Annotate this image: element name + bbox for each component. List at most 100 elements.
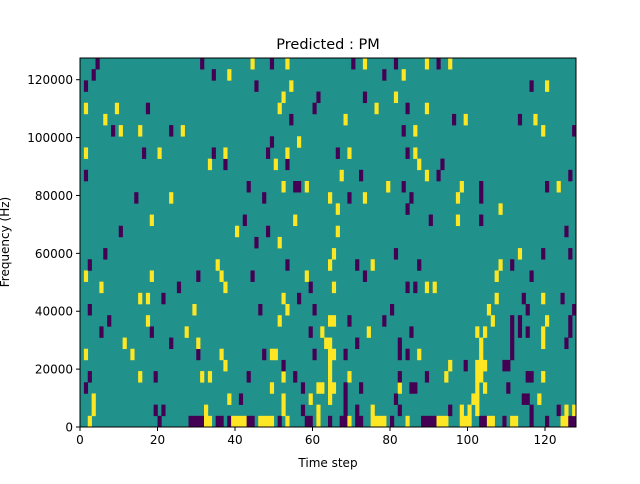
heatmap-cell: [362, 270, 368, 282]
heatmap-cell: [250, 270, 255, 282]
heatmap-cell: [153, 371, 158, 383]
heatmap-cell: [510, 326, 515, 338]
heatmap-cell: [331, 248, 337, 260]
heatmap-cell: [262, 348, 267, 361]
heatmap-cell: [169, 125, 174, 137]
heatmap-cell: [475, 359, 488, 372]
x-tick-label: 80: [382, 433, 397, 447]
heatmap-cell: [149, 214, 154, 227]
heatmap-cell: [343, 393, 348, 405]
heatmap-cell: [200, 58, 205, 70]
heatmap-cell: [564, 337, 569, 350]
heatmap-cell: [83, 348, 89, 361]
heatmap-cell: [393, 248, 399, 260]
heatmap-cell: [142, 147, 147, 159]
heatmap-cell: [455, 214, 461, 227]
heatmap-cell: [122, 337, 127, 350]
heatmap-cell: [386, 181, 391, 193]
heatmap-cell: [529, 80, 534, 92]
heatmap-cell: [440, 158, 445, 171]
heatmap-cell: [304, 181, 309, 193]
heatmap-cell: [382, 315, 387, 327]
heatmap-cell: [560, 415, 569, 428]
heatmap-cell: [459, 181, 464, 193]
heatmap-cell: [184, 326, 189, 338]
heatmap-cell: [277, 102, 282, 115]
heatmap-cell: [490, 315, 495, 327]
heatmap-cell: [285, 58, 290, 70]
heatmap-cell: [246, 181, 251, 193]
heatmap-cell: [200, 371, 205, 383]
heatmap-cell: [316, 382, 325, 394]
heatmap-cell: [448, 58, 453, 70]
heatmap-cell: [436, 58, 441, 70]
heatmap-cell: [262, 192, 267, 204]
heatmap-cell: [424, 58, 430, 70]
heatmap-cell: [560, 292, 565, 305]
heatmap-cell: [180, 125, 185, 137]
heatmap-cell: [355, 259, 360, 271]
heatmap-cell: [359, 169, 364, 182]
heatmap-cell: [355, 415, 364, 428]
x-tick-label: 40: [227, 433, 242, 447]
heatmap-cell: [331, 382, 337, 394]
y-tick-label: 120000: [27, 73, 73, 87]
heatmap-cell: [405, 348, 410, 361]
heatmap-cell: [572, 304, 577, 316]
heatmap-cell: [537, 393, 542, 405]
heatmap-cell: [211, 69, 216, 81]
heatmap-cell: [370, 259, 375, 271]
heatmap-cell: [331, 281, 337, 294]
heatmap-cell: [196, 270, 201, 282]
heatmap-cell: [362, 192, 368, 204]
heatmap-cell: [304, 415, 313, 428]
heatmap-cell: [355, 337, 360, 350]
heatmap-cell: [452, 113, 457, 126]
heatmap-cell: [269, 348, 278, 361]
heatmap-cell: [277, 236, 282, 249]
heatmap-cell: [107, 315, 112, 327]
y-tick-label: 80000: [35, 189, 73, 203]
heatmap-cell: [134, 192, 139, 204]
heatmap-cell: [83, 102, 89, 115]
heatmap-cell: [130, 348, 135, 361]
heatmap-cell: [161, 292, 166, 305]
heatmap-cell: [463, 359, 468, 372]
heatmap-cell: [87, 371, 92, 383]
heatmap-cell: [428, 214, 433, 227]
heatmap-cell: [564, 404, 569, 417]
heatmap-cell: [362, 91, 368, 104]
y-axis-label: Frequency (Hz): [0, 197, 12, 288]
y-tick-label: 60000: [35, 247, 73, 261]
heatmap-cell: [521, 292, 526, 305]
heatmap-cell: [533, 113, 538, 126]
heatmap-cell: [521, 393, 530, 405]
heatmap-cell: [335, 225, 340, 238]
heatmap-cell: [475, 404, 480, 417]
heatmap-cell: [300, 404, 306, 417]
heatmap-cell: [293, 371, 298, 383]
heatmap-cell: [196, 348, 201, 361]
heatmap-cell: [316, 415, 321, 428]
heatmap-cell: [355, 404, 360, 417]
heatmap-cell: [556, 404, 561, 417]
x-axis-label: Time step: [297, 456, 357, 470]
heatmap-cell: [312, 102, 317, 115]
heatmap-cell: [153, 404, 158, 417]
heatmap-cell: [207, 371, 213, 383]
heatmap-cell: [293, 181, 302, 193]
heatmap-cell: [266, 147, 271, 159]
heatmap-cell: [541, 371, 546, 383]
heatmap-cell: [238, 393, 244, 405]
heatmap-cell: [479, 192, 484, 204]
heatmap-cell: [343, 382, 348, 394]
heatmap-cell: [254, 80, 259, 92]
heatmap-cell: [87, 304, 92, 316]
heatmap-cell: [281, 404, 286, 417]
heatmap-cell: [459, 404, 464, 417]
heatmap-cell: [281, 393, 286, 405]
heatmap-cell: [393, 393, 399, 405]
heatmap-cell: [223, 281, 228, 294]
heatmap-cell: [316, 404, 321, 417]
